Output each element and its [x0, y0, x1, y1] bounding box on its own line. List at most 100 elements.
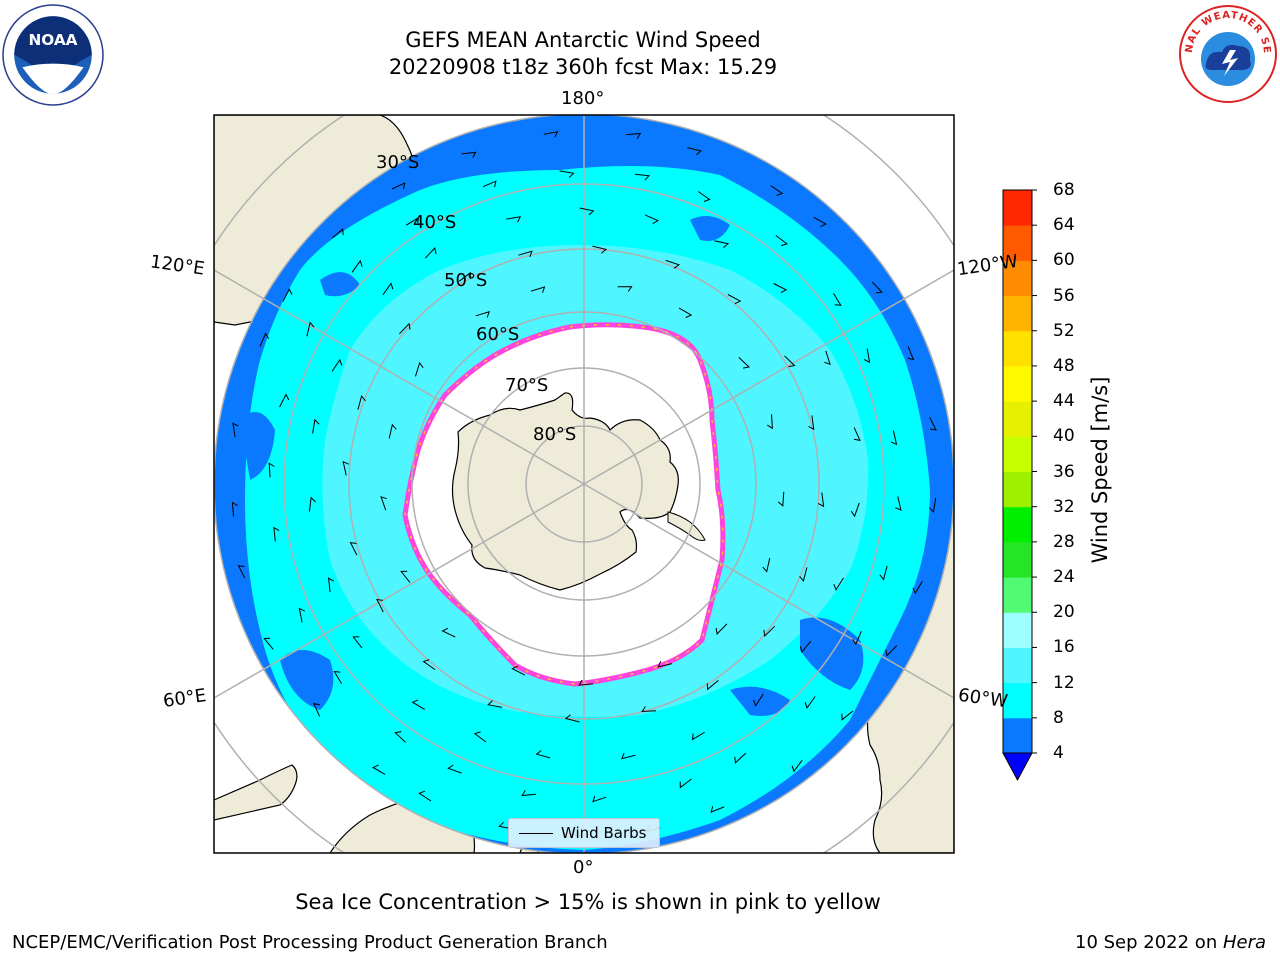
wind-barb — [399, 322, 411, 335]
wind-barb-line-icon — [519, 832, 553, 834]
wind-barb — [734, 752, 747, 764]
wind-barb — [929, 417, 937, 431]
wind-barb — [461, 151, 477, 158]
lon-label-180: 180° — [561, 88, 605, 109]
wind-barb — [564, 714, 580, 723]
wind-barb — [388, 423, 397, 439]
wind-barb — [871, 281, 883, 294]
footer-date: 10 Sep 2022 on Hera — [1075, 932, 1266, 953]
wind-barb — [259, 332, 270, 347]
wind-barb — [312, 418, 320, 434]
wind-barb — [559, 170, 575, 178]
wind-barb — [777, 491, 785, 507]
colorbar-segment — [1003, 330, 1032, 367]
map-frame — [213, 114, 955, 854]
wind-barb — [415, 361, 424, 377]
colorbar-label: Wind Speed [m/s] — [1088, 376, 1112, 564]
colorbar-tick-label: 16 — [1053, 637, 1075, 658]
wind-barb — [331, 228, 344, 239]
colorbar-segment — [1003, 506, 1032, 543]
wind-barb — [352, 636, 363, 649]
colorbar-tick-label: 56 — [1053, 285, 1075, 306]
wind-barb — [342, 460, 349, 476]
lat-label-40s: 40°S — [413, 212, 457, 233]
chart-title: GEFS MEAN Antarctic Wind Speed — [405, 28, 761, 52]
wind-barbs — [231, 131, 937, 837]
wind-barb — [391, 182, 406, 190]
lat-label-50s: 50°S — [444, 270, 488, 291]
wind-barb — [813, 216, 828, 228]
colorbar-tick-label: 44 — [1053, 391, 1075, 412]
wind-barb — [482, 180, 497, 188]
wind-barb — [475, 311, 490, 318]
wind-barb — [644, 214, 660, 225]
wind-barb — [400, 570, 411, 583]
wind-barb — [521, 790, 537, 797]
wind-barb — [422, 659, 436, 671]
wind-barb — [763, 625, 776, 638]
colorbar-segment — [1003, 541, 1032, 578]
colorbar-tick-label: 48 — [1053, 355, 1075, 376]
wind-barb — [804, 696, 816, 709]
noaa-logo-text: NOAA — [28, 31, 77, 49]
wind-barb — [231, 501, 238, 517]
wind-barb — [349, 541, 358, 556]
colorbar-tick-label: 36 — [1053, 461, 1075, 482]
colorbar-tick-label: 52 — [1053, 320, 1075, 341]
wind-barb — [799, 640, 812, 654]
wind-barb — [727, 294, 742, 305]
colorbar-segment — [1003, 577, 1032, 613]
colorbar-segment — [1003, 260, 1032, 297]
wind-barb — [312, 702, 321, 717]
footer-machine: Hera — [1222, 932, 1266, 953]
colorbar-tick-label: 60 — [1053, 250, 1075, 271]
colorbar-tick-label: 32 — [1053, 496, 1075, 517]
wind-barb — [441, 627, 456, 638]
wind-barb — [863, 348, 871, 364]
africa-land — [214, 764, 298, 821]
footer-branch: NCEP/EMC/Verification Post Processing Pr… — [12, 932, 608, 953]
wind-barb — [405, 216, 419, 226]
wind-barb — [710, 806, 725, 813]
graticule — [214, 115, 954, 853]
wind-barb — [714, 240, 730, 248]
colorbar-tick-label: 24 — [1053, 567, 1075, 588]
wind-barb — [890, 430, 898, 446]
colorbar-segment — [1003, 647, 1032, 684]
wind-barb — [841, 710, 854, 721]
wind-barb — [852, 631, 862, 646]
wind-barb — [784, 355, 796, 368]
colorbar-segment — [1003, 436, 1032, 472]
lat-label-60s: 60°S — [476, 324, 520, 345]
wind-barb — [885, 645, 898, 657]
antarctica-land — [451, 392, 679, 591]
wind-barb — [879, 565, 888, 581]
colorbar-tick-label: 68 — [1053, 180, 1075, 200]
wind-barb — [833, 293, 842, 306]
wind-barb — [715, 623, 728, 635]
colorbar-tick-label: 20 — [1053, 602, 1075, 623]
wind-barb — [767, 414, 773, 430]
wind-barb — [753, 693, 764, 707]
wind-barb — [617, 286, 633, 292]
wind-barb — [592, 795, 607, 803]
wind-barb — [665, 259, 681, 269]
colorbar-segment — [1003, 612, 1032, 648]
lat-label-30s: 30°S — [376, 152, 420, 173]
wind-barb — [626, 132, 642, 139]
wind-barb — [458, 271, 471, 282]
wind-barb — [351, 259, 363, 273]
colorbar-segment — [1003, 225, 1032, 261]
colorbar-segment — [1003, 471, 1032, 508]
wind-barb — [298, 607, 306, 623]
wind-barb — [621, 752, 636, 760]
wind-barb — [518, 250, 533, 258]
legend-label: Wind Barbs — [561, 824, 647, 842]
wind-barb — [799, 567, 808, 582]
wind-barb — [306, 321, 315, 337]
noaa-logo: NOAA — [2, 4, 104, 106]
wind-barb — [907, 346, 915, 361]
wind-barb — [679, 778, 692, 789]
wind-barb — [382, 282, 394, 296]
